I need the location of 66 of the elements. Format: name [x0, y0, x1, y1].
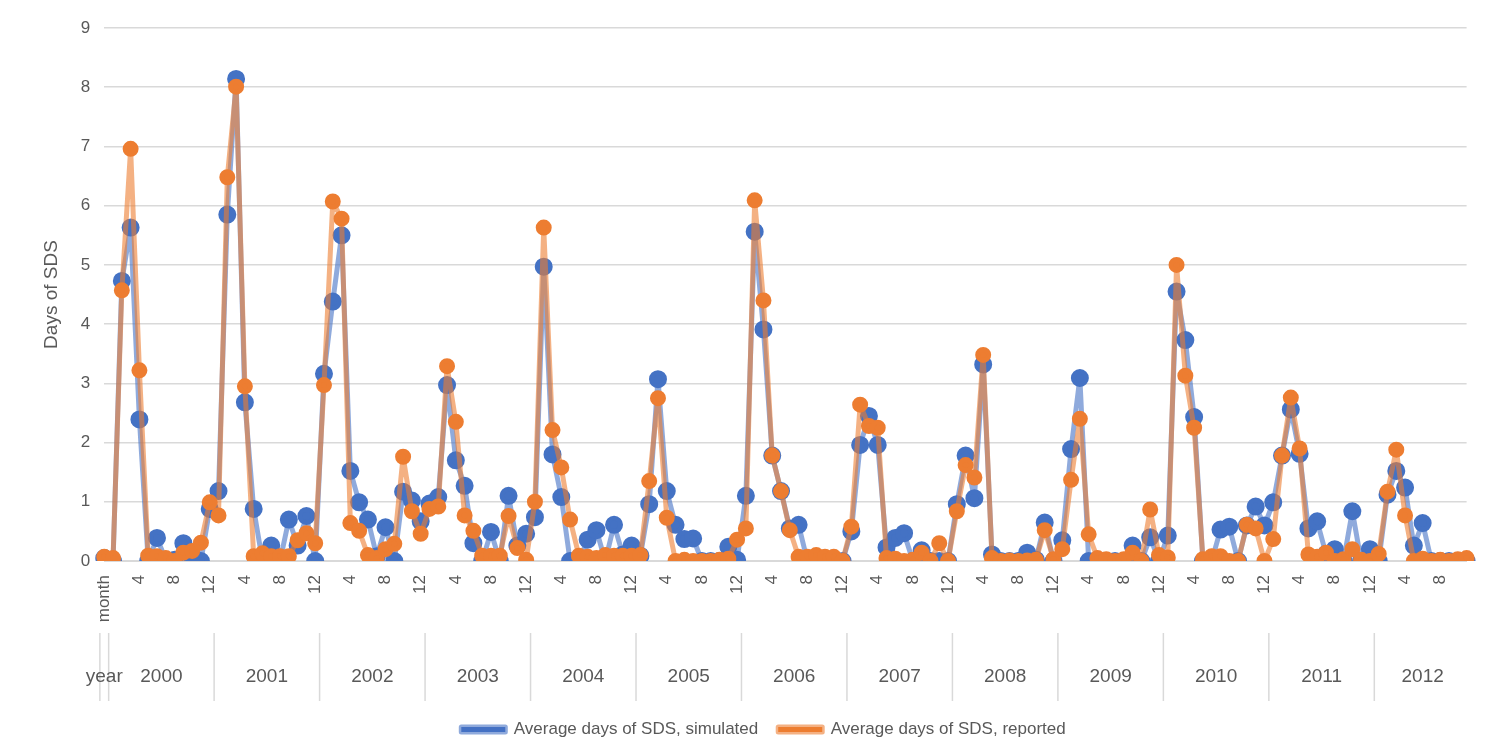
- x-tick-label: 4: [656, 575, 676, 585]
- text: 2005: [667, 665, 710, 687]
- x-tick-label: 12: [199, 575, 219, 594]
- text: 2012: [1401, 665, 1444, 687]
- x-tick-label: 4: [550, 575, 570, 585]
- text: 2011: [1301, 665, 1343, 687]
- x-tick-label: 8: [480, 575, 500, 585]
- x-tick-label: 4: [1183, 575, 1203, 585]
- x-tick-label: 4: [445, 575, 465, 585]
- x-tick-label: 4: [1394, 575, 1414, 585]
- y-tick-label: 1: [80, 491, 91, 511]
- x-tick-label: 8: [269, 575, 289, 585]
- y-axis-title: Days of SDS: [39, 240, 61, 349]
- x-tick-label: 8: [691, 575, 711, 585]
- x-tick-label: 4: [129, 575, 149, 585]
- x-tick-label: 8: [164, 575, 184, 585]
- x-tick-label: 4: [1078, 575, 1098, 585]
- y-tick-label: 5: [80, 254, 91, 274]
- text: 2000: [140, 665, 183, 687]
- x-tick-label: 12: [1148, 575, 1168, 594]
- text: 2007: [878, 665, 921, 687]
- x-tick-label: 12: [1254, 575, 1274, 594]
- text: year: [85, 665, 124, 687]
- y-tick-label: 7: [80, 136, 91, 156]
- legend-label: Average days of SDS, reported: [830, 719, 1066, 739]
- x-tick-label: 4: [1289, 575, 1309, 585]
- x-tick-label: 8: [1324, 575, 1344, 585]
- x-tick-label: 8: [902, 575, 922, 585]
- x-tick-label: 8: [1218, 575, 1238, 585]
- text: 2006: [773, 665, 816, 687]
- x-tick-label: 8: [586, 575, 606, 585]
- text: 2004: [562, 665, 605, 687]
- x-tick-label: 12: [1359, 575, 1379, 594]
- x-tick-label: 8: [1008, 575, 1028, 585]
- text: 2001: [245, 665, 288, 687]
- y-tick-label: 8: [80, 76, 91, 96]
- x-tick-label: 12: [304, 575, 324, 594]
- text: 2009: [1089, 665, 1132, 687]
- text: 2002: [351, 665, 394, 687]
- y-tick-label: 4: [80, 313, 91, 333]
- x-tick-label: 4: [234, 575, 254, 585]
- text: 2008: [984, 665, 1027, 687]
- x-tick-label: 8: [375, 575, 395, 585]
- text: 2010: [1194, 665, 1238, 687]
- x-tick-label: 12: [726, 575, 746, 594]
- y-tick-label: 9: [80, 17, 91, 37]
- y-tick-label: 0: [80, 550, 91, 570]
- x-tick-label: 12: [410, 575, 430, 594]
- x-tick-label: 12: [1043, 575, 1063, 594]
- legend-label: Average days of SDS, simulated: [513, 719, 759, 739]
- y-tick-label: 2: [80, 432, 91, 452]
- x-tick-label: 12: [621, 575, 641, 594]
- x-tick-label: 4: [340, 575, 360, 585]
- x-tick-label: 4: [761, 575, 781, 585]
- x-tick-label: 12: [937, 575, 957, 594]
- x-tick-label: 4: [867, 575, 887, 585]
- x-tick-label: 8: [797, 575, 817, 585]
- x-tick-label: 12: [832, 575, 852, 594]
- x-tick-label: 4: [972, 575, 992, 585]
- x-tick-label: month: [93, 575, 113, 623]
- x-tick-label: 8: [1113, 575, 1133, 585]
- y-tick-label: 6: [80, 195, 91, 215]
- x-tick-label: 8: [1429, 575, 1449, 585]
- x-tick-label: 12: [515, 575, 535, 594]
- y-tick-label: 3: [80, 373, 91, 393]
- text: 2003: [456, 665, 499, 687]
